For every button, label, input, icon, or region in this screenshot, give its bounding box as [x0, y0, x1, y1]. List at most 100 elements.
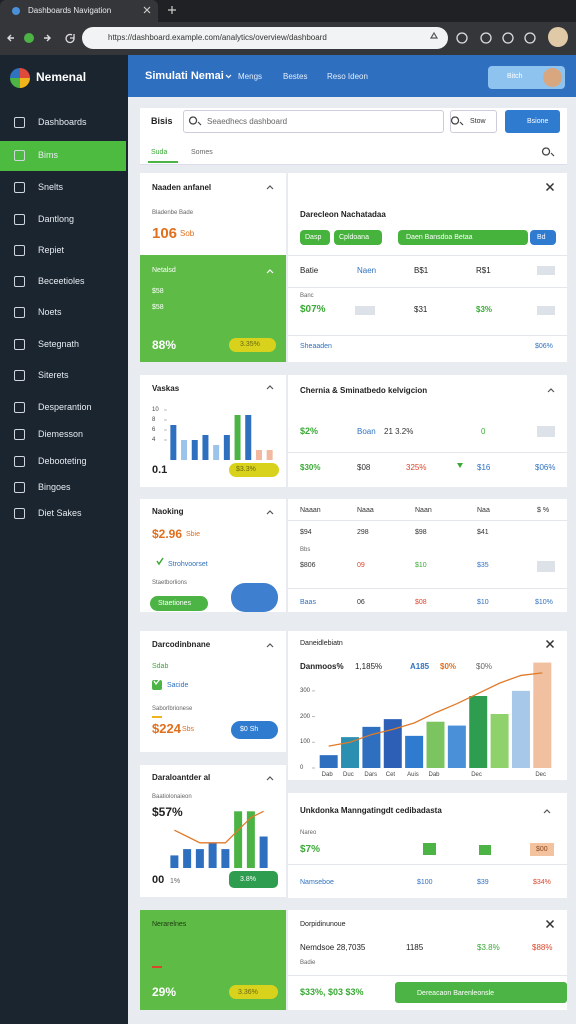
chip [537, 426, 555, 437]
pill-button[interactable] [150, 596, 208, 611]
nav-icon [14, 307, 25, 318]
title: Dorpidinunoue [300, 921, 346, 928]
bar [170, 425, 177, 460]
pill[interactable] [530, 230, 556, 245]
title: Netalsd [152, 267, 176, 274]
pill[interactable] [300, 230, 330, 245]
close-tab-icon[interactable] [143, 6, 151, 14]
pill-button[interactable] [231, 721, 278, 739]
title: Nerarelnes [152, 921, 187, 928]
items[interactable]: Diet Sakes [38, 508, 82, 518]
row-divider [288, 255, 567, 256]
footer: 00 [152, 874, 165, 886]
filter-button[interactable] [450, 110, 497, 133]
chevron-icon[interactable] [266, 269, 274, 274]
search-icon[interactable] [188, 116, 202, 126]
bar [362, 726, 381, 768]
items[interactable]: Diemesson [38, 429, 84, 439]
items[interactable]: Bingoes [38, 482, 71, 492]
card [288, 173, 567, 362]
extension-icon[interactable] [502, 32, 514, 44]
items[interactable]: Dashboards [38, 117, 87, 127]
row: $3% [476, 305, 493, 314]
items[interactable]: Siterets [38, 370, 69, 380]
items[interactable]: Noets [38, 307, 62, 317]
chip [537, 306, 555, 315]
categories: Auis [407, 772, 419, 778]
value: 88% [152, 338, 177, 352]
tabs[interactable]: Somes [191, 149, 213, 156]
extension-icon[interactable] [456, 32, 468, 44]
pills: Dasp [305, 234, 322, 241]
search-icon[interactable] [541, 147, 555, 157]
value: $57% [152, 805, 183, 819]
reload-icon[interactable] [65, 33, 75, 44]
new-tab-icon[interactable] [168, 6, 176, 14]
user-avatar [543, 68, 562, 87]
rows: Boan [357, 427, 376, 436]
title: Unkdonka Manngatingdt cedibadasta [300, 806, 442, 815]
chevron-icon[interactable] [266, 185, 274, 190]
forward-icon[interactable] [44, 34, 51, 42]
active-item [0, 141, 126, 171]
dropdown-icon[interactable] [225, 74, 232, 79]
items[interactable]: Desperantion [38, 402, 92, 412]
marker [152, 716, 162, 718]
yticks: 100 [300, 739, 311, 746]
items[interactable]: Dantlong [38, 214, 75, 224]
chip [537, 561, 555, 572]
items[interactable]: Repiet [38, 245, 65, 255]
bar [319, 755, 338, 768]
items[interactable]: Setegnath [38, 339, 80, 349]
back-icon[interactable] [7, 34, 14, 42]
extension-icon[interactable] [480, 32, 492, 44]
primary-button[interactable] [395, 982, 567, 1003]
label: Bisis [151, 116, 173, 126]
badge: 3.35% [240, 341, 260, 348]
check-mark [153, 678, 161, 686]
pill[interactable] [334, 230, 382, 245]
items[interactable]: Bims [38, 150, 58, 160]
chevron-icon[interactable] [266, 510, 274, 515]
chip: $00 [536, 846, 548, 853]
tabs[interactable]: Suda [151, 149, 168, 156]
action-button[interactable] [505, 110, 560, 133]
search-box[interactable] [183, 110, 444, 133]
search-icon[interactable] [450, 116, 464, 126]
site-icon [24, 33, 34, 43]
bar [533, 662, 552, 768]
bar [490, 714, 509, 768]
chevron-icon[interactable] [543, 809, 551, 814]
nav[interactable]: Mengs [238, 72, 263, 81]
url-box[interactable] [82, 27, 448, 49]
star-icon[interactable] [429, 31, 439, 39]
categories: Cet [385, 772, 396, 778]
badge [229, 338, 276, 352]
items[interactable]: Snelts [38, 182, 64, 192]
cloud-button[interactable] [231, 583, 278, 612]
row: 1185 [406, 943, 424, 952]
trend-line [328, 672, 543, 747]
nav[interactable]: Reso Ideon [327, 72, 368, 81]
chevron-icon[interactable] [266, 643, 274, 648]
pill[interactable] [398, 230, 528, 245]
tab[interactable] [0, 0, 158, 22]
close-icon[interactable] [545, 639, 555, 649]
rows: $16 [477, 463, 491, 472]
bar [208, 842, 217, 868]
extension-icon[interactable] [524, 32, 536, 44]
checkbox[interactable] [152, 680, 162, 690]
title: Darcodinbnane [152, 640, 211, 649]
pills: Cpldoana [339, 234, 369, 241]
close-icon[interactable] [545, 919, 555, 929]
chevron-icon[interactable] [266, 776, 274, 781]
chevron-icon[interactable] [266, 385, 274, 390]
items[interactable]: Debooteting [38, 456, 87, 466]
footer-value: $06% [535, 343, 553, 350]
nav[interactable]: Bestes [283, 72, 308, 81]
profile-avatar[interactable] [548, 27, 568, 47]
chevron-icon[interactable] [547, 388, 555, 393]
close-icon[interactable] [545, 182, 555, 192]
items[interactable]: Beceetioles [38, 276, 85, 286]
nav-icon [14, 276, 25, 287]
